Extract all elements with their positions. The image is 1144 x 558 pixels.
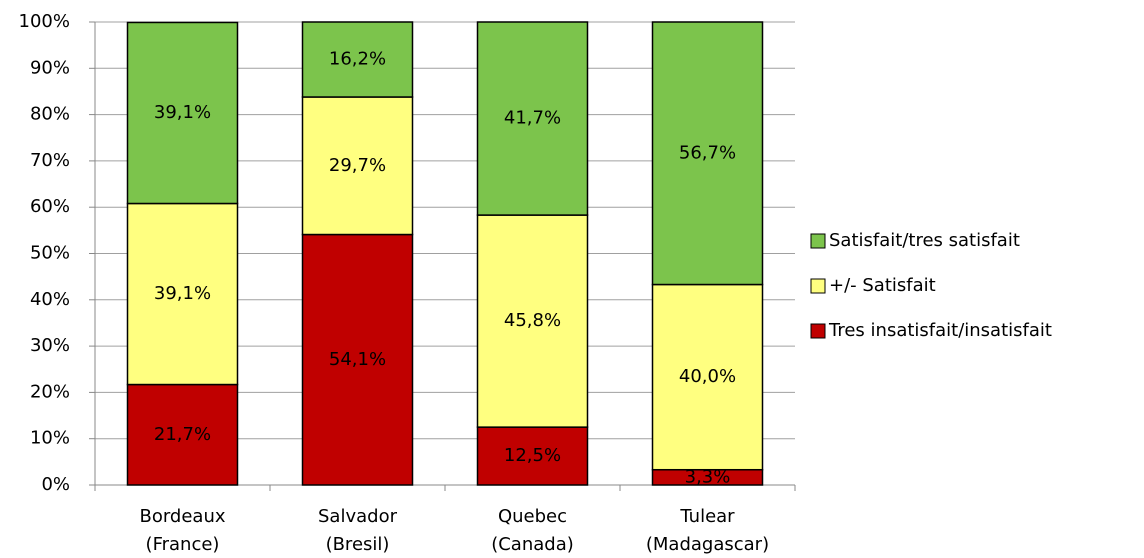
y-tick-label: 80% (30, 104, 70, 125)
x-tick-label: Salvador (Bresil) (318, 506, 398, 555)
value-label: 21,7% (154, 424, 211, 445)
x-tick-label: Tulear (Madagascar) (646, 506, 769, 555)
value-label: 40,0% (679, 366, 736, 387)
legend-label: Satisfait/tres satisfait (829, 230, 1020, 251)
y-tick-label: 30% (30, 335, 70, 356)
y-tick-label: 20% (30, 381, 70, 402)
y-tick-label: 10% (30, 428, 70, 449)
value-label: 3,3% (685, 466, 731, 487)
y-tick-label: 50% (30, 243, 70, 264)
bar-segment (651, 21, 764, 286)
value-label: 56,7% (679, 142, 736, 163)
y-tick-label: 0% (41, 474, 70, 495)
bar-segment (301, 96, 414, 236)
y-tick-label: 100% (19, 11, 70, 32)
bar-segment (476, 426, 589, 486)
value-label: 39,1% (154, 283, 211, 304)
bar-segment (476, 21, 589, 216)
value-label: 45,8% (504, 310, 561, 331)
y-tick-label: 40% (30, 289, 70, 310)
value-label: 29,7% (329, 155, 386, 176)
legend-label: +/- Satisfait (829, 275, 936, 296)
value-label: 16,2% (329, 49, 386, 70)
y-tick-label: 90% (30, 57, 70, 78)
value-label: 54,1% (329, 349, 386, 370)
value-label: 41,7% (504, 108, 561, 129)
legend-swatch (810, 323, 826, 339)
value-label: 12,5% (504, 445, 561, 466)
bar-segment (301, 233, 414, 486)
bar-segment (651, 283, 764, 471)
legend-swatch (810, 278, 826, 294)
bar-segment (126, 21, 239, 205)
bar-segment (126, 202, 239, 386)
value-label: 39,1% (154, 102, 211, 123)
bar-segment (126, 383, 239, 486)
bar-segment (476, 214, 589, 428)
x-tick-label: Quebec (Canada) (491, 506, 574, 555)
legend-label: Tres insatisfait/insatisfait (828, 320, 1052, 341)
bar-segment (301, 21, 414, 98)
legend-swatch (810, 233, 826, 249)
x-tick-label: Bordeaux (France) (139, 506, 225, 555)
y-tick-label: 70% (30, 150, 70, 171)
y-tick-label: 60% (30, 196, 70, 217)
